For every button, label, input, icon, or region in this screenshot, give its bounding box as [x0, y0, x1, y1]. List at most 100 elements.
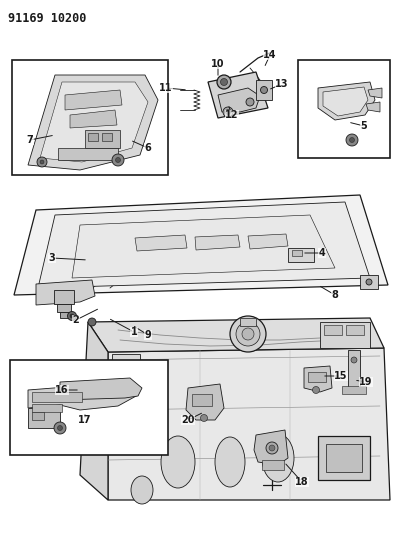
Ellipse shape [215, 437, 245, 487]
Text: 19: 19 [359, 377, 373, 387]
Text: 9: 9 [144, 330, 151, 340]
Bar [292, 250, 302, 256]
Bar [57, 304, 71, 312]
Polygon shape [304, 366, 332, 392]
Bar [318, 436, 370, 480]
Circle shape [261, 86, 267, 93]
Text: 6: 6 [144, 143, 151, 153]
Circle shape [266, 442, 278, 454]
Circle shape [220, 78, 228, 85]
Bar [112, 354, 140, 376]
Bar [298, 60, 390, 158]
Circle shape [236, 322, 260, 346]
Bar [85, 130, 120, 148]
Bar [102, 133, 112, 141]
Polygon shape [36, 280, 95, 305]
Text: 7: 7 [27, 135, 33, 145]
Circle shape [115, 157, 121, 163]
Polygon shape [186, 384, 224, 420]
Bar [10, 360, 168, 455]
Text: 91169 10200: 91169 10200 [8, 12, 86, 25]
Circle shape [226, 109, 230, 115]
Circle shape [88, 318, 96, 326]
Text: 13: 13 [275, 79, 289, 89]
Text: 4: 4 [319, 248, 326, 258]
Polygon shape [366, 102, 380, 112]
Text: 12: 12 [225, 110, 239, 120]
Bar [320, 322, 370, 348]
Bar [32, 412, 44, 420]
Bar [58, 148, 118, 160]
Text: 2: 2 [72, 315, 79, 325]
Polygon shape [108, 348, 390, 500]
Bar [32, 404, 62, 412]
Text: 11: 11 [159, 83, 173, 93]
Polygon shape [248, 234, 288, 249]
Text: 3: 3 [49, 253, 55, 263]
Text: 14: 14 [263, 50, 277, 60]
Bar [326, 444, 362, 472]
Text: 20: 20 [181, 415, 195, 425]
Circle shape [70, 314, 74, 318]
Bar [12, 60, 168, 175]
Bar [360, 275, 378, 289]
Circle shape [269, 445, 275, 451]
Polygon shape [72, 215, 335, 278]
Bar [288, 248, 314, 262]
Text: 16: 16 [55, 385, 69, 395]
Circle shape [201, 415, 207, 422]
Circle shape [57, 425, 62, 431]
Bar [346, 325, 364, 335]
Text: 1: 1 [131, 327, 137, 337]
Bar [324, 325, 342, 335]
Polygon shape [70, 110, 117, 128]
Text: 17: 17 [78, 415, 92, 425]
Bar [262, 460, 284, 470]
Polygon shape [28, 382, 138, 410]
Circle shape [68, 311, 76, 320]
Polygon shape [195, 235, 240, 250]
Circle shape [242, 328, 254, 340]
Bar [54, 290, 74, 304]
Bar [88, 133, 98, 141]
Bar [308, 372, 326, 382]
Circle shape [349, 138, 355, 142]
Bar [60, 312, 70, 318]
Circle shape [223, 107, 233, 117]
Text: 10: 10 [211, 59, 225, 69]
Polygon shape [80, 322, 108, 500]
Bar [256, 80, 272, 100]
Polygon shape [368, 88, 382, 98]
Circle shape [366, 279, 372, 285]
Polygon shape [88, 318, 384, 352]
Text: 18: 18 [295, 477, 309, 487]
Circle shape [54, 422, 66, 434]
Polygon shape [323, 87, 368, 116]
Polygon shape [28, 75, 158, 170]
Text: 15: 15 [334, 371, 348, 381]
Bar [348, 350, 360, 392]
Polygon shape [208, 72, 268, 118]
Text: 5: 5 [361, 121, 367, 131]
Polygon shape [135, 235, 187, 251]
Circle shape [346, 134, 358, 146]
Polygon shape [318, 82, 375, 120]
Ellipse shape [131, 476, 153, 504]
Bar [28, 408, 60, 428]
Circle shape [37, 157, 47, 167]
Circle shape [230, 316, 266, 352]
Polygon shape [40, 82, 148, 162]
Circle shape [312, 386, 320, 393]
Polygon shape [38, 202, 370, 288]
Circle shape [217, 75, 231, 89]
Ellipse shape [161, 436, 195, 488]
Circle shape [40, 160, 44, 164]
Bar [342, 386, 366, 394]
Ellipse shape [262, 434, 294, 482]
Bar [112, 380, 140, 402]
Bar [32, 392, 82, 402]
Polygon shape [218, 88, 260, 112]
Polygon shape [254, 430, 288, 465]
Bar [240, 318, 256, 326]
Circle shape [246, 98, 254, 106]
